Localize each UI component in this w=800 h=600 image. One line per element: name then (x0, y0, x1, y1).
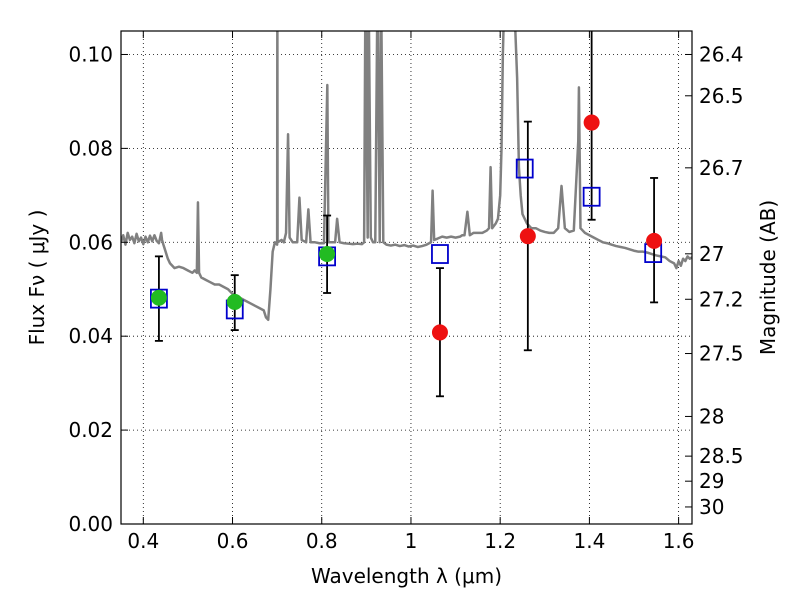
y-tick-label: 0.00 (68, 512, 113, 536)
observed-flux-point (226, 293, 243, 310)
right-axis-label: Magnitude (AB) (756, 200, 780, 355)
x-tick-label: 1.4 (573, 529, 605, 553)
magnitude-tick-label: 26.4 (699, 42, 744, 66)
model-photometry-square (515, 158, 534, 179)
error-bar (587, 31, 596, 221)
x-axis: 0.4 0.6 0.8 1 1.2 1.4 1.6 (127, 31, 695, 553)
observed-flux-point (646, 232, 663, 249)
magnitude-tick-label: 26.7 (699, 156, 744, 180)
y-axis-label: Flux Fν ( μJy ) (25, 210, 49, 346)
observed-flux-point (431, 324, 448, 341)
magnitude-tick-label: 29 (699, 469, 724, 493)
model-photometry-square (431, 244, 449, 264)
magnitude-tick-label: 28 (699, 404, 724, 428)
x-axis-label: Wavelength λ (μm) (311, 564, 502, 588)
observed-flux-point (319, 246, 336, 263)
x-tick-label: 0.8 (306, 529, 338, 553)
model-photometry-square (582, 186, 601, 207)
x-tick-label: 0.6 (217, 529, 249, 553)
x-tick-label: 1 (405, 529, 418, 553)
magnitude-tick-label: 30 (699, 495, 724, 519)
plot-area (121, 31, 692, 398)
magnitude-tick-label: 27 (699, 242, 724, 266)
y-tick-label: 0.06 (68, 230, 113, 254)
magnitude-tick-label: 27.2 (699, 287, 744, 311)
x-tick-label: 1.2 (484, 529, 516, 553)
y-tick-label: 0.04 (68, 324, 113, 348)
magnitude-tick-label: 26.5 (699, 84, 744, 108)
model-photometry-square (150, 288, 168, 309)
magnitude-tick-label: 27.5 (699, 342, 744, 366)
y-tick-label: 0.08 (68, 136, 113, 160)
model-spectrum-line (121, 31, 692, 322)
grid-lines (121, 31, 692, 525)
y-tick-label: 0.10 (68, 42, 113, 66)
x-tick-label: 1.6 (663, 529, 695, 553)
observed-flux-point (150, 289, 167, 306)
x-tick-label: 0.4 (127, 529, 159, 553)
plot-frame (120, 30, 693, 525)
y-axis: 0.00 0.02 0.04 0.06 0.08 0.10 (68, 42, 128, 536)
observed-flux-point (583, 114, 600, 131)
magnitude-tick-label: 28.5 (699, 444, 744, 468)
y-tick-label: 0.02 (68, 418, 113, 442)
observed-flux-point (519, 228, 536, 245)
